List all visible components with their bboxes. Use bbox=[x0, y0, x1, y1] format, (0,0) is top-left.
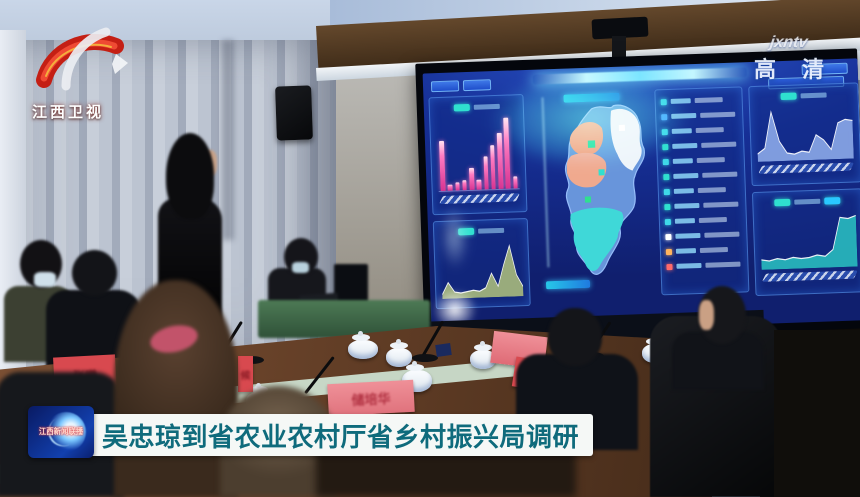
foreground-suit-attendee-head bbox=[548, 308, 602, 366]
area-chart-panel-right-top bbox=[748, 82, 860, 187]
badge-globe-icon bbox=[46, 412, 86, 452]
right-top-axis bbox=[758, 162, 855, 174]
operator-face-mask bbox=[292, 262, 309, 273]
news-caption-text: 吴忠琼到省农业农村厅省乡村振兴局调研 bbox=[102, 421, 580, 452]
presenter-hair bbox=[166, 133, 214, 219]
attendee-suit-head bbox=[72, 250, 117, 296]
channel-logo: 江西卫视 bbox=[28, 20, 146, 122]
legend-chip-2 bbox=[824, 196, 841, 205]
tea-cup bbox=[470, 341, 496, 369]
hd-quality-label: 高 清 bbox=[754, 57, 835, 82]
legend-value-bar bbox=[800, 91, 827, 98]
area-right-bottom-legend bbox=[753, 189, 860, 210]
phone-on-table bbox=[435, 343, 452, 357]
news-caption-banner: 吴忠琼到省农业农村厅省乡村振兴局调研 bbox=[90, 414, 594, 456]
attendee-face-mask bbox=[34, 272, 56, 287]
name-card-text: 候 bbox=[240, 370, 251, 382]
legend-chip bbox=[780, 92, 797, 100]
tea-cup bbox=[386, 339, 412, 367]
name-card: 储培华 bbox=[327, 379, 415, 417]
area-right-top-legend bbox=[749, 83, 858, 104]
legend-value-bar bbox=[794, 198, 821, 205]
legend-value-bar bbox=[477, 227, 504, 234]
curtain-fold-shadow bbox=[222, 40, 234, 240]
wall-speaker bbox=[275, 85, 313, 141]
news-badge-label: 江西新闻联播 bbox=[38, 427, 84, 436]
right-bottom-axis bbox=[761, 270, 858, 282]
dashboard-right-column bbox=[748, 82, 860, 300]
news-program-badge: 江西新闻联播 bbox=[28, 406, 94, 458]
microphone-base bbox=[412, 354, 438, 362]
right-foreground-shadow bbox=[774, 330, 860, 497]
foreground-attendee-hair-bun bbox=[114, 280, 238, 497]
name-card-text: 储培华 bbox=[351, 390, 391, 408]
area-chart-right-bottom bbox=[760, 209, 858, 270]
jxntv-watermark: jxntv bbox=[768, 34, 809, 51]
name-card-partial: 候 bbox=[238, 356, 253, 392]
area-chart-right-top bbox=[756, 103, 854, 162]
led-dashboard-screen bbox=[415, 48, 860, 344]
dashboard bbox=[422, 58, 860, 336]
tea-cup bbox=[348, 331, 378, 359]
area-chart-panel-right-bottom bbox=[751, 188, 860, 297]
channel-logo-icon bbox=[36, 27, 128, 91]
legend-chip bbox=[774, 198, 791, 206]
camera-mount bbox=[612, 36, 626, 60]
right-attendee-face bbox=[699, 300, 714, 330]
dashboard-tab-1 bbox=[430, 80, 460, 93]
channel-logo-text: 江西卫视 bbox=[32, 104, 105, 121]
